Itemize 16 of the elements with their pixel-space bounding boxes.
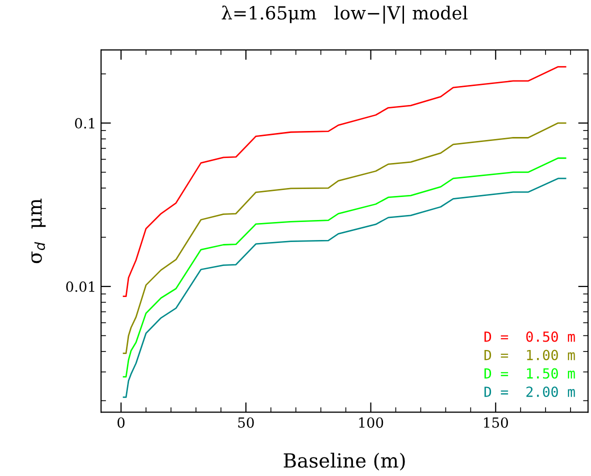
chart-title: λ=1.65μm low−|V| model	[222, 6, 468, 24]
x-tick-label: 50	[238, 417, 254, 428]
x-tick-label: 150	[484, 417, 508, 428]
y-tick-label: 0.01	[66, 281, 94, 292]
x-axis-title: Baseline (m)	[284, 452, 405, 471]
line-series	[122, 66, 566, 298]
text: D = 0.50 m	[484, 331, 575, 342]
x-tick-label: 0	[118, 417, 125, 428]
text: D = 1.50 m	[484, 368, 575, 379]
text: D = 2.00 m	[484, 386, 575, 398]
line-series	[122, 157, 566, 378]
y-axis-title: σ$_{d}$ μm	[31, 198, 46, 264]
y-tick-label: 0.1	[75, 118, 94, 129]
line-series	[122, 178, 566, 398]
x-tick-label: 100	[359, 417, 384, 428]
text: D = 1.00 m	[484, 350, 575, 360]
